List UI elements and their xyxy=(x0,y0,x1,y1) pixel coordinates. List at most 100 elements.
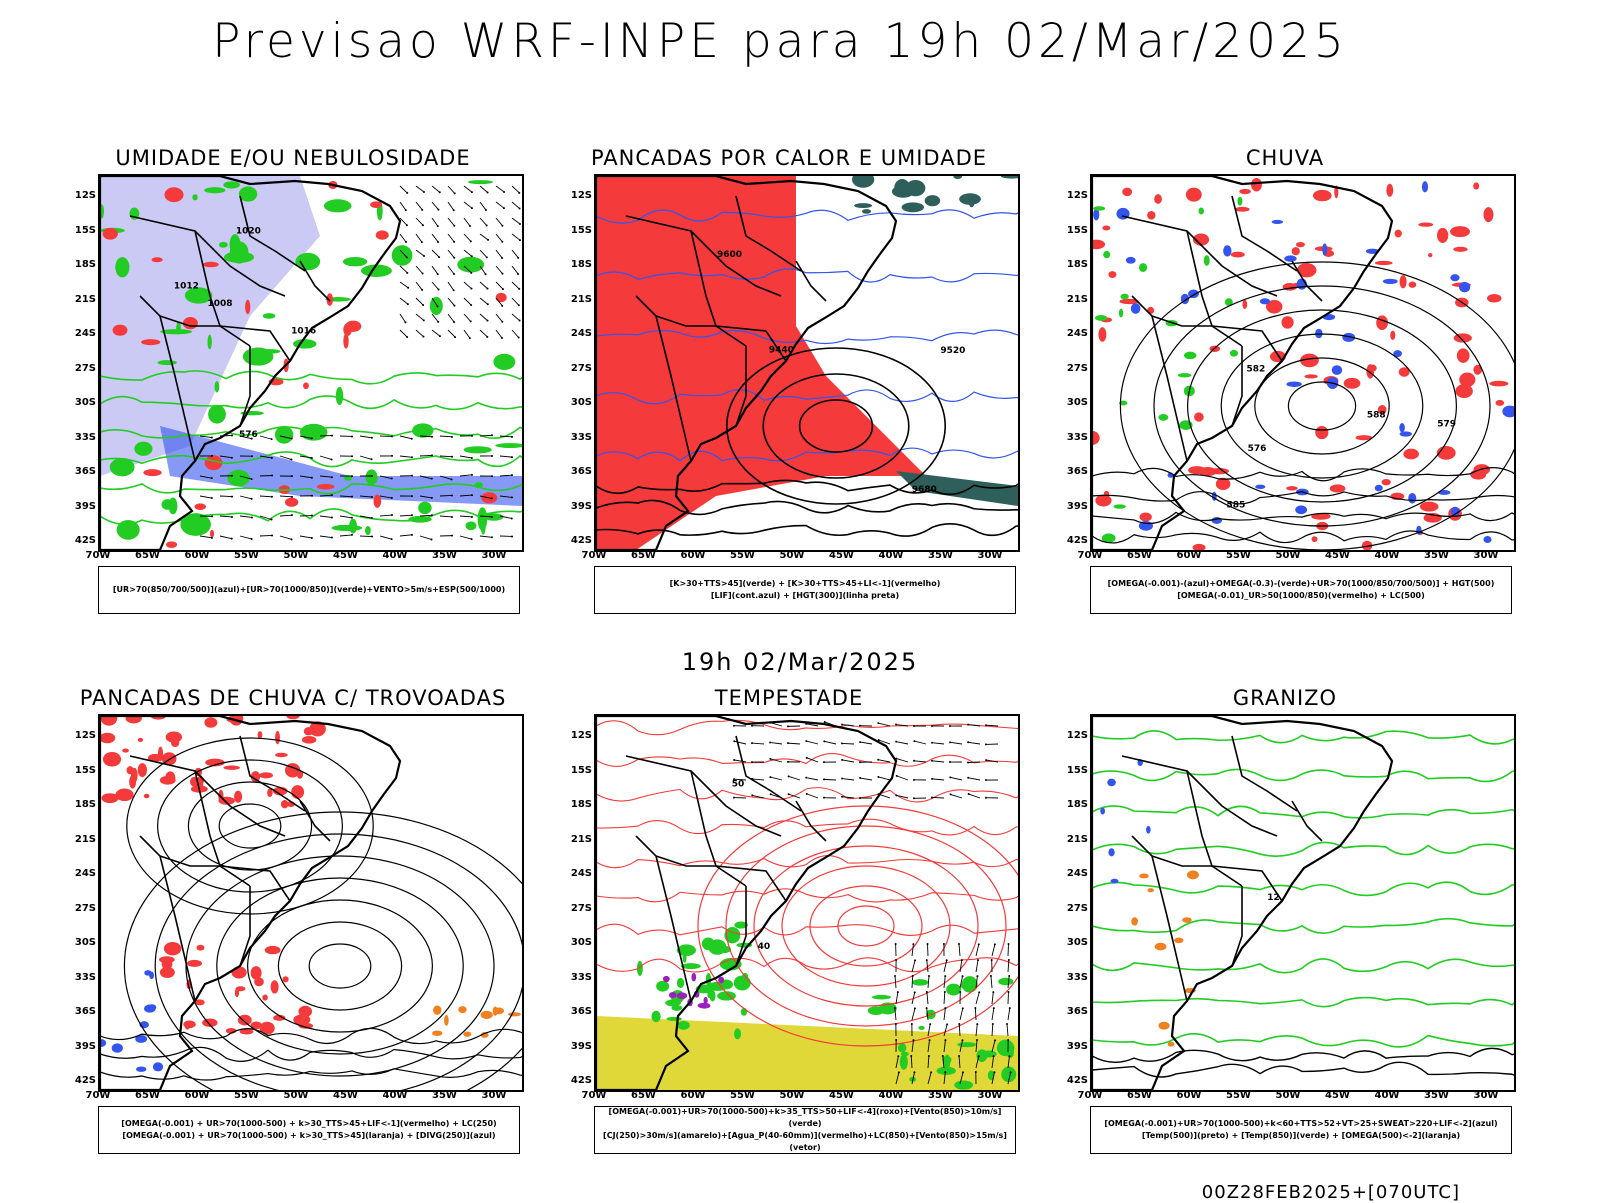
contour-label: 1012 xyxy=(174,281,199,291)
lon-label: 35W xyxy=(1417,1090,1457,1101)
panel-title: UMIDADE E/OU NEBULOSIDADE xyxy=(58,146,528,170)
lat-label: 24S xyxy=(58,328,96,339)
lat-label: 12S xyxy=(554,730,592,741)
lon-label: 70W xyxy=(1070,1090,1110,1101)
lat-label: 15S xyxy=(554,765,592,776)
lat-label: 33S xyxy=(1050,972,1088,983)
legend-line: [LIF](cont.azul) + [HGT(300)](linha pret… xyxy=(711,590,899,602)
legend-line: [Temp(500)](preto) + [Temp(850)](verde) … xyxy=(1142,1130,1460,1142)
lon-label: 30W xyxy=(1466,550,1506,561)
contour-label: 576 xyxy=(239,430,258,440)
lat-label: 27S xyxy=(1050,363,1088,374)
lat-label: 18S xyxy=(1050,259,1088,270)
legend-line: [CJ(250)>30m/s](amarelo)+[Agua_P(40-60mm… xyxy=(595,1130,1015,1154)
contour-label: 9680 xyxy=(912,485,937,495)
lat-label: 39S xyxy=(1050,501,1088,512)
lat-label: 39S xyxy=(58,1041,96,1052)
lat-label: 36S xyxy=(554,1006,592,1017)
lat-label: 15S xyxy=(1050,225,1088,236)
lon-label: 50W xyxy=(772,1090,812,1101)
lat-label: 33S xyxy=(554,972,592,983)
lon-label: 50W xyxy=(772,550,812,561)
lat-label: 27S xyxy=(58,903,96,914)
lat-label: 24S xyxy=(1050,328,1088,339)
lon-label: 70W xyxy=(78,550,118,561)
panel-title: GRANIZO xyxy=(1050,686,1520,710)
contour-label: 12 xyxy=(1267,893,1280,903)
lat-label: 12S xyxy=(1050,730,1088,741)
panel-legend: [K>30+TTS>45](verde) + [K>30+TTS>45+LI<-… xyxy=(594,566,1016,614)
lat-label: 21S xyxy=(1050,294,1088,305)
lon-label: 45W xyxy=(1318,1090,1358,1101)
contour-label: 588 xyxy=(1367,410,1386,420)
lon-label: 50W xyxy=(276,1090,316,1101)
lat-label: 36S xyxy=(554,466,592,477)
lon-label: 60W xyxy=(177,550,217,561)
lon-label: 40W xyxy=(375,1090,415,1101)
lat-label: 36S xyxy=(58,466,96,477)
lon-label: 40W xyxy=(375,550,415,561)
lat-label: 36S xyxy=(58,1006,96,1017)
lon-label: 70W xyxy=(1070,550,1110,561)
lat-label: 12S xyxy=(58,730,96,741)
lat-label: 12S xyxy=(554,190,592,201)
lat-label: 39S xyxy=(1050,1041,1088,1052)
lat-label: 36S xyxy=(1050,466,1088,477)
lat-label: 30S xyxy=(58,937,96,948)
lon-label: 35W xyxy=(1417,550,1457,561)
legend-line: [OMEGA(-0.001)-(azul)+OMEGA(-0.3)-(verde… xyxy=(1108,578,1495,590)
panel-legend: [OMEGA(-0.001)-(azul)+OMEGA(-0.3)-(verde… xyxy=(1090,566,1512,614)
lon-label: 65W xyxy=(1120,550,1160,561)
lat-label: 27S xyxy=(554,363,592,374)
contour-label: 9440 xyxy=(769,345,794,355)
lat-label: 24S xyxy=(554,868,592,879)
legend-line: [K>30+TTS>45](verde) + [K>30+TTS>45+LI<-… xyxy=(670,578,941,590)
lat-label: 42S xyxy=(554,1075,592,1086)
main-title: Previsao WRF-INPE para 19h 02/Mar/2025 xyxy=(0,14,1560,69)
contour-label: 9520 xyxy=(940,346,965,356)
lat-label: 24S xyxy=(58,868,96,879)
lat-label: 39S xyxy=(58,501,96,512)
lon-label: 45W xyxy=(326,550,366,561)
contour-label: 1020 xyxy=(236,226,261,236)
lat-label: 15S xyxy=(58,225,96,236)
panel-legend: [OMEGA(-0.001)+UR>70(1000-500)+k>35_TTS>… xyxy=(594,1106,1016,1154)
lon-label: 30W xyxy=(970,550,1010,561)
lon-label: 60W xyxy=(1169,1090,1209,1101)
lat-label: 18S xyxy=(58,799,96,810)
panel-title: TEMPESTADE xyxy=(554,686,1024,710)
panel-legend: [OMEGA(-0.001)+UR>70(1000-500)+k<60+TTS>… xyxy=(1090,1106,1512,1154)
lon-label: 40W xyxy=(1367,1090,1407,1101)
lon-label: 65W xyxy=(1120,1090,1160,1101)
lon-label: 30W xyxy=(474,550,514,561)
lat-label: 36S xyxy=(1050,1006,1088,1017)
lat-label: 18S xyxy=(58,259,96,270)
lat-label: 27S xyxy=(58,363,96,374)
lon-label: 50W xyxy=(1268,550,1308,561)
lon-label: 45W xyxy=(822,1090,862,1101)
panel-title: PANCADAS POR CALOR E UMIDADE xyxy=(554,146,1024,170)
lon-label: 65W xyxy=(128,1090,168,1101)
lat-label: 21S xyxy=(554,294,592,305)
lat-label: 33S xyxy=(58,972,96,983)
lon-label: 35W xyxy=(921,1090,961,1101)
lat-label: 21S xyxy=(554,834,592,845)
lat-label: 21S xyxy=(58,834,96,845)
panel-title: PANCADAS DE CHUVA C/ TROVOADAS xyxy=(58,686,528,710)
lat-label: 12S xyxy=(58,190,96,201)
lat-label: 15S xyxy=(1050,765,1088,776)
weather-map: 12 xyxy=(1090,714,1516,1092)
panel-title: CHUVA xyxy=(1050,146,1520,170)
lon-label: 45W xyxy=(822,550,862,561)
lon-label: 40W xyxy=(871,1090,911,1101)
contour-label: 585 xyxy=(1227,501,1246,511)
lon-label: 55W xyxy=(1219,550,1259,561)
